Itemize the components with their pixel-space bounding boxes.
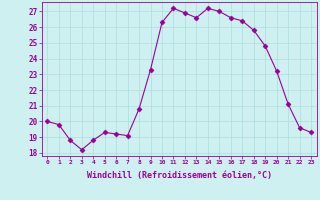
X-axis label: Windchill (Refroidissement éolien,°C): Windchill (Refroidissement éolien,°C) (87, 171, 272, 180)
